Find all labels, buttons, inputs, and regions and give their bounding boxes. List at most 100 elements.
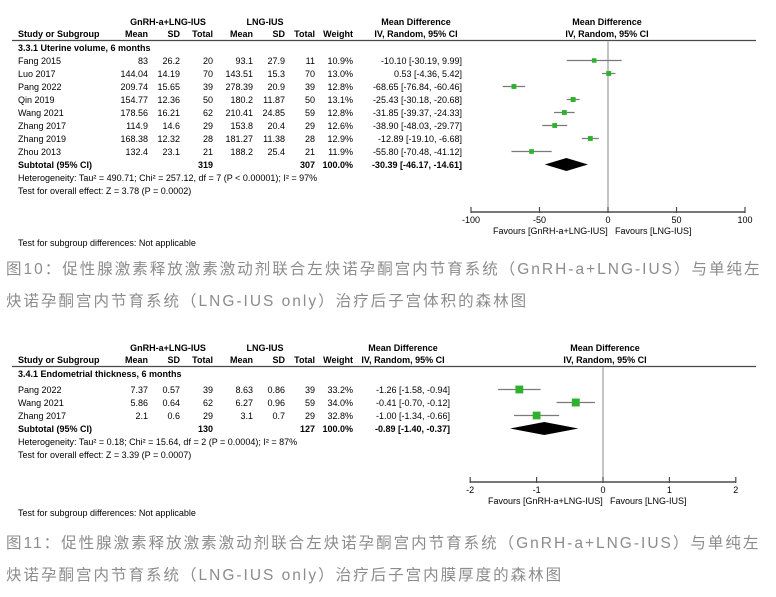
total2-cell: 28: [304, 134, 315, 144]
effect-ci-cell: -1.26 [-1.58, -0.94]: [375, 385, 450, 395]
total1-cell: 21: [202, 147, 213, 157]
caption-line: 炔诺孕酮宫内节育系统（LNG-IUS only）治疗后子宫内膜厚度的森林图: [6, 567, 564, 584]
weight-cell: 10.9%: [327, 56, 353, 66]
weight-cell: 12.6%: [327, 121, 353, 131]
mean1-cell: 178.56: [120, 108, 148, 118]
weight-cell: 32.8%: [327, 411, 353, 421]
axis-tick-label: 0: [600, 485, 606, 495]
sd1-cell: 16.21: [157, 108, 180, 118]
sd2-cell: 0.96: [267, 398, 285, 408]
effect-ci-cell: -38.90 [-48.03, -29.77]: [372, 121, 462, 131]
plot-header-effect: IV, Random, 95% CI: [563, 355, 647, 365]
group2-header: LNG-IUS: [246, 343, 284, 353]
col-header-mean1: Mean: [124, 29, 148, 39]
study-name: Qin 2019: [18, 95, 55, 105]
total2-cell: 39: [304, 82, 315, 92]
total2-cell: 59: [304, 108, 315, 118]
sd1-cell: 14.19: [157, 69, 180, 79]
sd1-cell: 14.6: [162, 121, 180, 131]
col-header-total2: Total: [294, 355, 315, 365]
sd1-cell: 0.57: [162, 385, 180, 395]
effect-ci-cell: -0.41 [-0.70, -0.12]: [375, 398, 450, 408]
favours-left-label: Favours [GnRH-a+LNG-IUS]: [488, 496, 603, 506]
col-header-effect: IV, Random, 95% CI: [361, 355, 445, 365]
total1-cell: 29: [202, 121, 213, 131]
effect-marker: [532, 411, 541, 420]
subtotal-total1: 319: [197, 160, 213, 170]
total2-cell: 21: [304, 147, 315, 157]
favours-right-label: Favours [LNG-IUS]: [610, 496, 687, 506]
effect-ci-cell: 0.53 [-4.36, 5.42]: [393, 69, 462, 79]
col-header-sd1: SD: [167, 355, 180, 365]
axis-tick-label: 2: [733, 485, 739, 495]
mean2-cell: 6.27: [235, 398, 253, 408]
col-header-study: Study or Subgroup: [18, 355, 100, 365]
mean1-cell: 2.1: [135, 411, 148, 421]
sd2-cell: 20.9: [267, 82, 285, 92]
total1-cell: 62: [202, 398, 213, 408]
effect-marker: [570, 97, 576, 102]
section-header: 3.3.1 Uterine volume, 6 months: [18, 43, 151, 53]
mean2-cell: 181.27: [225, 134, 253, 144]
total1-cell: 39: [202, 82, 213, 92]
total1-cell: 50: [202, 95, 213, 105]
effect-marker: [571, 398, 580, 407]
subtotal-weight: 100.0%: [322, 424, 353, 434]
sd2-cell: 24.85: [262, 108, 285, 118]
effect-ci-cell: -68.65 [-76.84, -60.46]: [372, 82, 462, 92]
effect-ci-cell: -25.43 [-30.18, -20.68]: [372, 95, 462, 105]
sd1-cell: 12.32: [157, 134, 180, 144]
axis-tick-label: 1: [666, 485, 672, 495]
axis-tick-label: 50: [671, 215, 682, 225]
study-name: Wang 2021: [18, 108, 64, 118]
figure-caption-10: 图10：促性腺激素释放激素激动剂联合左炔诺孕酮宫内节育系统（GnRH-a+LNG…: [6, 254, 772, 318]
mean1-cell: 209.74: [120, 82, 148, 92]
favours-right-label: Favours [LNG-IUS]: [615, 226, 692, 236]
subtotal-total1: 130: [197, 424, 213, 434]
section-header: 3.4.1 Endometrial thickness, 6 months: [18, 369, 182, 379]
subgroup-differences-note: Test for subgroup differences: Not appli…: [18, 508, 196, 518]
col-header-total1: Total: [192, 29, 213, 39]
total1-cell: 39: [202, 385, 213, 395]
mean1-cell: 132.4: [125, 147, 148, 157]
subtotal-weight: 100.0%: [322, 160, 353, 170]
study-name: Luo 2017: [18, 69, 56, 79]
caption-line: 炔诺孕酮宫内节育系统（LNG-IUS only）治疗后子宫体积的森林图: [6, 293, 529, 310]
col-header-mean1: Mean: [124, 355, 148, 365]
mean1-cell: 83: [137, 56, 148, 66]
effect-marker: [515, 385, 524, 394]
figure-caption-11: 图11：促性腺激素释放激素激动剂联合左炔诺孕酮宫内节育系统（GnRH-a+LNG…: [6, 528, 772, 592]
favours-left-label: Favours [GnRH-a+LNG-IUS]: [493, 226, 608, 236]
mean2-cell: 188.2: [230, 147, 253, 157]
col-header-mean2: Mean: [229, 355, 253, 365]
weight-cell: 13.0%: [327, 69, 353, 79]
summary-diamond: [544, 158, 588, 171]
col-header-weight: Weight: [323, 355, 353, 365]
study-name: Zhou 2013: [18, 147, 62, 157]
subgroup-differences-note: Test for subgroup differences: Not appli…: [18, 238, 196, 248]
mean2-cell: 153.8: [230, 121, 253, 131]
axis-tick-label: -2: [466, 485, 475, 495]
col-header-total2: Total: [294, 29, 315, 39]
mean1-cell: 114.9: [126, 121, 148, 131]
group1-header: GnRH-a+LNG-IUS: [130, 17, 206, 27]
mean2-cell: 180.2: [230, 95, 253, 105]
sd2-cell: 27.9: [267, 56, 285, 66]
effect-marker: [511, 84, 517, 89]
sd1-cell: 0.64: [162, 398, 180, 408]
sd2-cell: 0.7: [272, 411, 285, 421]
col-header-weight: Weight: [323, 29, 353, 39]
sd2-cell: 11.87: [263, 95, 285, 105]
sd2-cell: 25.4: [267, 147, 285, 157]
col-header-mean2: Mean: [229, 29, 253, 39]
mean2-cell: 143.51: [225, 69, 253, 79]
study-name: Wang 2021: [18, 398, 64, 408]
effect-marker: [591, 58, 597, 63]
sd2-cell: 11.38: [263, 134, 285, 144]
effect-marker: [587, 136, 593, 141]
sd2-cell: 15.3: [267, 69, 285, 79]
weight-cell: 13.1%: [327, 95, 353, 105]
mean1-cell: 154.77: [120, 95, 148, 105]
